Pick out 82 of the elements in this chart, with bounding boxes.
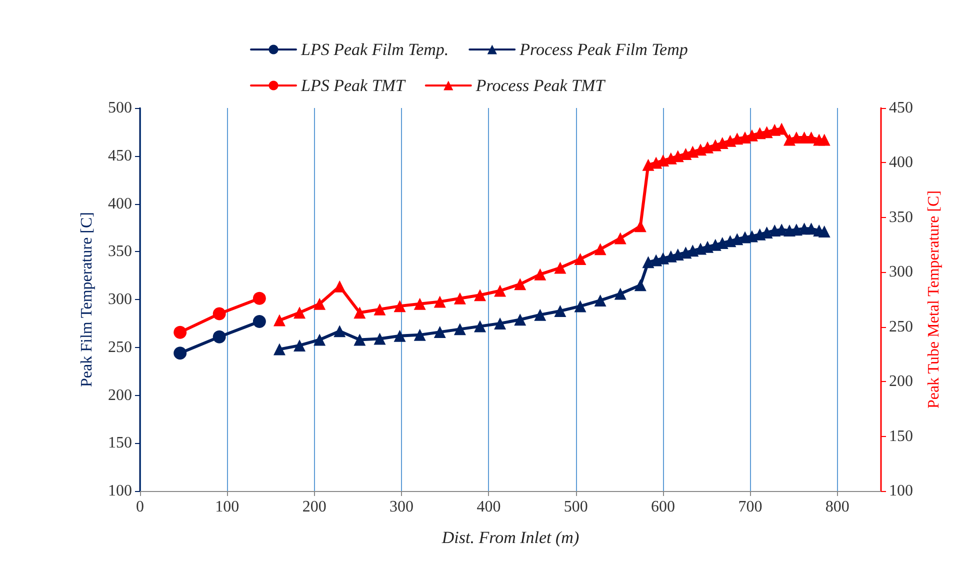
point (434, 296, 446, 308)
point (494, 317, 506, 330)
x-tick-label: 0 (136, 498, 144, 516)
point (174, 326, 187, 339)
point (554, 304, 566, 317)
point (394, 330, 406, 342)
point (494, 284, 506, 297)
point (294, 339, 306, 352)
point (574, 253, 586, 266)
y-tick-label: 400 (108, 195, 132, 212)
y-axis-title: Peak Film Temperature [C] (78, 212, 96, 387)
point (252, 315, 266, 328)
legend-label: LPS Peak Film Temp. (300, 40, 449, 59)
point (454, 292, 466, 304)
point (354, 306, 366, 319)
legend-label: Process Peak Film Temp (518, 40, 688, 59)
point (212, 330, 226, 344)
point (574, 300, 586, 312)
point (818, 226, 830, 238)
point (534, 308, 546, 321)
point (314, 334, 326, 346)
point (174, 346, 187, 360)
y2-tick-label: 400 (889, 154, 913, 172)
point (614, 232, 626, 244)
point (514, 278, 526, 290)
x-axis-title: Dist. From Inlet (m) (440, 528, 580, 547)
y-tick-label: 150 (108, 434, 132, 452)
point (414, 298, 426, 310)
point (805, 222, 818, 235)
point (273, 314, 286, 326)
point (474, 289, 486, 302)
point (642, 158, 654, 171)
y2-tick-label: 100 (889, 482, 913, 500)
y2-tick-label: 300 (889, 264, 913, 281)
point (394, 300, 406, 312)
point (334, 280, 346, 292)
point (534, 268, 546, 280)
point (818, 134, 830, 146)
x-tick-label: 600 (651, 498, 676, 516)
point (314, 298, 326, 310)
y2-tick-label: 150 (889, 428, 913, 445)
point (454, 323, 466, 336)
point (614, 288, 626, 300)
x-tick-label: 200 (302, 498, 326, 516)
y-tick-label: 500 (108, 100, 132, 116)
point (354, 334, 366, 346)
point (514, 314, 526, 326)
legend-label: LPS Peak TMT (300, 76, 406, 95)
x-tick-label: 700 (738, 498, 762, 516)
x-tick-label: 800 (825, 498, 850, 516)
y2-tick-label: 450 (889, 100, 913, 116)
y2-tick-label: 200 (889, 373, 913, 390)
y2-tick-label: 250 (889, 318, 913, 336)
point (642, 256, 654, 268)
point (594, 294, 606, 306)
y2-tick-label: 350 (889, 208, 913, 226)
y-tick-label: 250 (108, 338, 132, 356)
point (414, 328, 426, 341)
point (252, 292, 266, 305)
x-tick-label: 400 (476, 498, 501, 516)
point (634, 279, 646, 292)
legend-label: Process Peak TMT (474, 76, 606, 95)
point (374, 303, 386, 316)
y-tick-label: 350 (108, 243, 132, 260)
point (434, 326, 446, 338)
point (554, 262, 566, 274)
point (594, 243, 606, 256)
x-tick-label: 300 (390, 498, 414, 516)
y-tick-label: 200 (108, 386, 132, 404)
point (724, 134, 736, 147)
point (334, 325, 346, 338)
x-tick-label: 100 (215, 498, 240, 516)
y-tick-label: 100 (108, 482, 132, 500)
x-tick-label: 500 (564, 498, 588, 516)
point (374, 332, 386, 345)
y-tick-label: 300 (108, 291, 132, 308)
y2-axis-title: Peak Tube Metal Temperature [C] (926, 190, 942, 409)
point (212, 307, 226, 320)
point (474, 320, 486, 332)
point (273, 343, 286, 356)
y-tick-label: 450 (108, 147, 132, 164)
point (294, 306, 306, 319)
